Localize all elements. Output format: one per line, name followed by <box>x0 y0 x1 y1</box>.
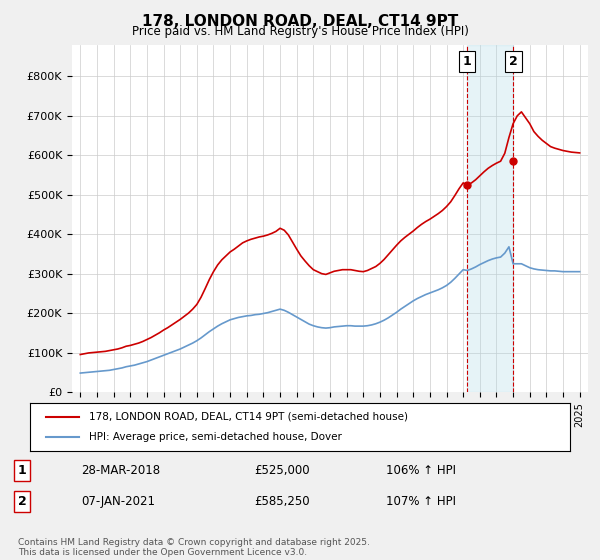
Text: 1: 1 <box>18 464 26 477</box>
Text: £525,000: £525,000 <box>254 464 310 477</box>
Text: 107% ↑ HPI: 107% ↑ HPI <box>386 495 457 508</box>
Text: 2: 2 <box>18 495 26 508</box>
Text: 1: 1 <box>463 55 472 68</box>
Text: Contains HM Land Registry data © Crown copyright and database right 2025.
This d: Contains HM Land Registry data © Crown c… <box>18 538 370 557</box>
Text: 178, LONDON ROAD, DEAL, CT14 9PT: 178, LONDON ROAD, DEAL, CT14 9PT <box>142 14 458 29</box>
Text: 07-JAN-2021: 07-JAN-2021 <box>81 495 155 508</box>
Text: Price paid vs. HM Land Registry's House Price Index (HPI): Price paid vs. HM Land Registry's House … <box>131 25 469 38</box>
Text: 28-MAR-2018: 28-MAR-2018 <box>81 464 160 477</box>
Bar <box>467 45 514 392</box>
Text: 178, LONDON ROAD, DEAL, CT14 9PT (semi-detached house): 178, LONDON ROAD, DEAL, CT14 9PT (semi-d… <box>89 412 409 422</box>
Text: £585,250: £585,250 <box>254 495 310 508</box>
Text: 2: 2 <box>509 55 518 68</box>
Text: 106% ↑ HPI: 106% ↑ HPI <box>386 464 457 477</box>
Text: HPI: Average price, semi-detached house, Dover: HPI: Average price, semi-detached house,… <box>89 432 342 442</box>
